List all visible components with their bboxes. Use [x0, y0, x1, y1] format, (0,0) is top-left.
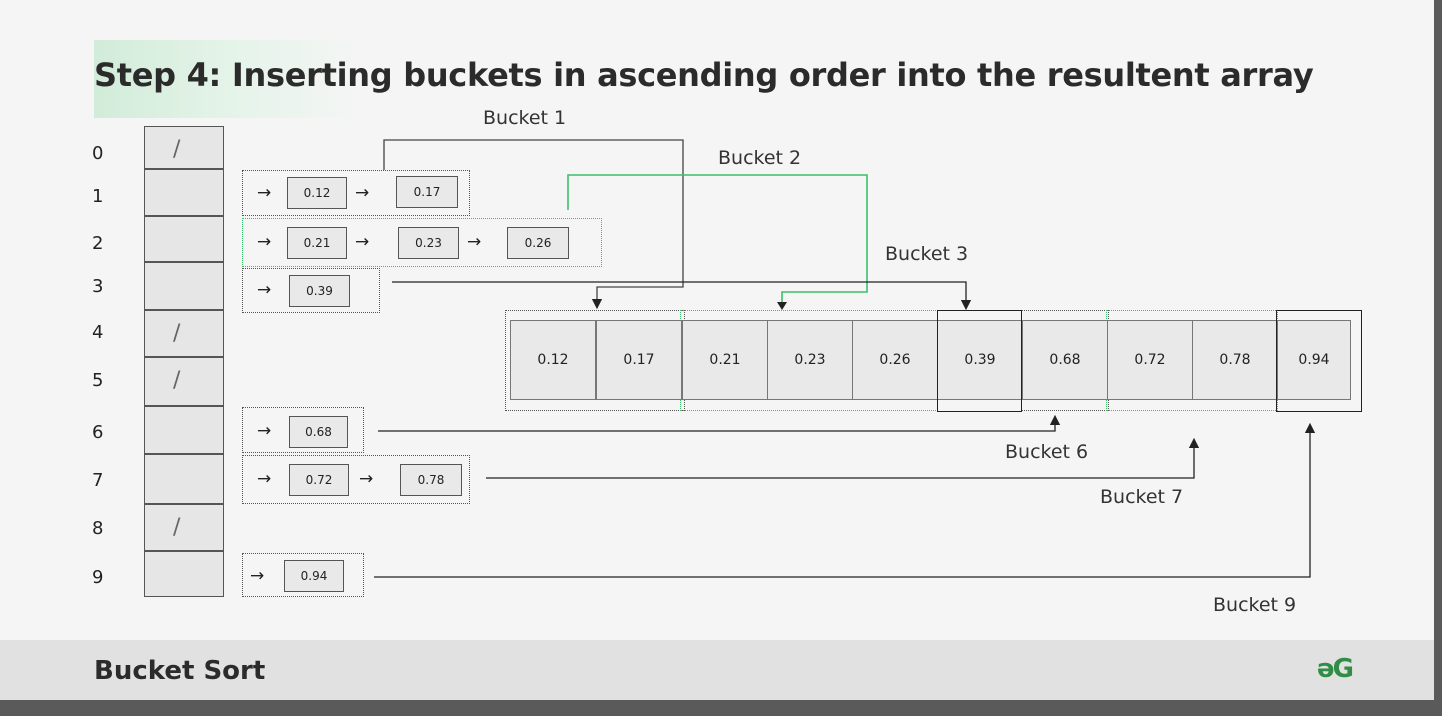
bucket-2-label: Bucket 2: [718, 147, 802, 169]
index-label: 5: [92, 370, 104, 391]
bucket-6-connector: [378, 414, 1061, 432]
index-label: 6: [92, 422, 104, 443]
bucket-3-box: [242, 268, 380, 313]
result-group-bucket-9: [1276, 310, 1362, 412]
bucket-slot-5: /: [144, 357, 224, 406]
result-cell: 0.94: [1277, 320, 1351, 400]
empty-slot-mark: /: [173, 321, 181, 346]
pointer-arrow: →: [250, 566, 265, 586]
bucket-7-connector: [486, 437, 1200, 479]
bucket-slot-2: [144, 216, 224, 262]
empty-slot-mark: /: [173, 137, 181, 162]
empty-slot-mark: /: [173, 515, 181, 540]
result-cell: 0.23: [767, 320, 853, 400]
pointer-arrow: →: [257, 421, 272, 441]
bucket-9-box: [242, 553, 364, 597]
bucket-slot-7: [144, 454, 224, 504]
bucket-7-node-0: 0.72: [289, 464, 349, 496]
index-label: 7: [92, 470, 104, 491]
result-cell: 0.26: [852, 320, 938, 400]
bucket-slot-1: [144, 169, 224, 216]
result-cell: 0.39: [937, 320, 1023, 400]
pointer-arrow: →: [359, 469, 374, 489]
result-cell: 0.17: [596, 320, 682, 400]
bucket-2-connector: [567, 174, 868, 306]
pointer-arrow: →: [355, 183, 370, 203]
bucket-1-connector: [383, 139, 684, 310]
bucket-slot-6: [144, 406, 224, 454]
bucket-7-box: [242, 455, 470, 504]
index-label: 2: [92, 233, 104, 254]
index-label: 8: [92, 518, 104, 539]
page-title: Step 4: Inserting buckets in ascending o…: [94, 56, 1314, 94]
result-group-bucket-3: [937, 310, 1022, 412]
bucket-2-arrowhead: [777, 302, 787, 310]
bucket-slot-3: [144, 262, 224, 310]
result-cell: 0.72: [1107, 320, 1193, 400]
index-label: 3: [92, 276, 104, 297]
pointer-arrow: →: [257, 280, 272, 300]
bucket-1-box: [242, 170, 470, 216]
result-cell: 0.78: [1192, 320, 1278, 400]
bucket-6-node-0: 0.68: [289, 416, 348, 448]
index-label: 9: [92, 567, 104, 588]
bucket-2-node-1: 0.23: [398, 227, 459, 259]
pointer-arrow: →: [355, 232, 370, 252]
empty-slot-mark: /: [173, 368, 181, 393]
connector-lines: [374, 139, 1316, 578]
bucket-2-node-2: 0.26: [507, 227, 569, 259]
pointer-arrow: →: [257, 183, 272, 203]
result-cell: 0.21: [682, 320, 768, 400]
bucket-slot-8: /: [144, 504, 224, 551]
caption-strip: [0, 700, 1442, 716]
footer-title: Bucket Sort: [94, 656, 266, 686]
result-cell: 0.12: [510, 320, 596, 400]
bucket-3-node-0: 0.39: [289, 275, 350, 307]
bucket-6-box: [242, 407, 364, 453]
slide: Step 4: Inserting buckets in ascending o…: [0, 0, 1434, 700]
bucket-9-label: Bucket 9: [1213, 594, 1297, 616]
bucket-2-node-0: 0.21: [287, 227, 347, 259]
bucket-1-node-0: 0.12: [287, 177, 347, 209]
bucket-7-label: Bucket 7: [1100, 486, 1184, 508]
gfg-logo: əG: [1317, 654, 1354, 684]
bucket-slot-4: /: [144, 310, 224, 357]
bucket-3-label: Bucket 3: [885, 243, 969, 265]
bucket-9-connector: [374, 422, 1316, 578]
bucket-slot-9: [144, 551, 224, 597]
pointer-arrow: →: [257, 469, 272, 489]
title-highlight: [94, 40, 364, 118]
bucket-3-connector: [392, 281, 972, 311]
index-label: 0: [92, 143, 104, 164]
bucket-9-node-0: 0.94: [284, 560, 344, 592]
index-label: 4: [92, 322, 104, 343]
pointer-arrow: →: [257, 232, 272, 252]
bucket-2-box: [242, 218, 602, 267]
bucket-1-label: Bucket 1: [483, 107, 567, 129]
footer-bar: Bucket Sort əG: [0, 640, 1434, 700]
bucket-7-node-1: 0.78: [400, 464, 462, 496]
bucket-6-label: Bucket 6: [1005, 441, 1089, 463]
bucket-slot-0: /: [144, 126, 224, 169]
result-cell: 0.68: [1022, 320, 1108, 400]
pointer-arrow: →: [467, 232, 482, 252]
bucket-1-node-1: 0.17: [396, 176, 458, 208]
index-label: 1: [92, 186, 104, 207]
